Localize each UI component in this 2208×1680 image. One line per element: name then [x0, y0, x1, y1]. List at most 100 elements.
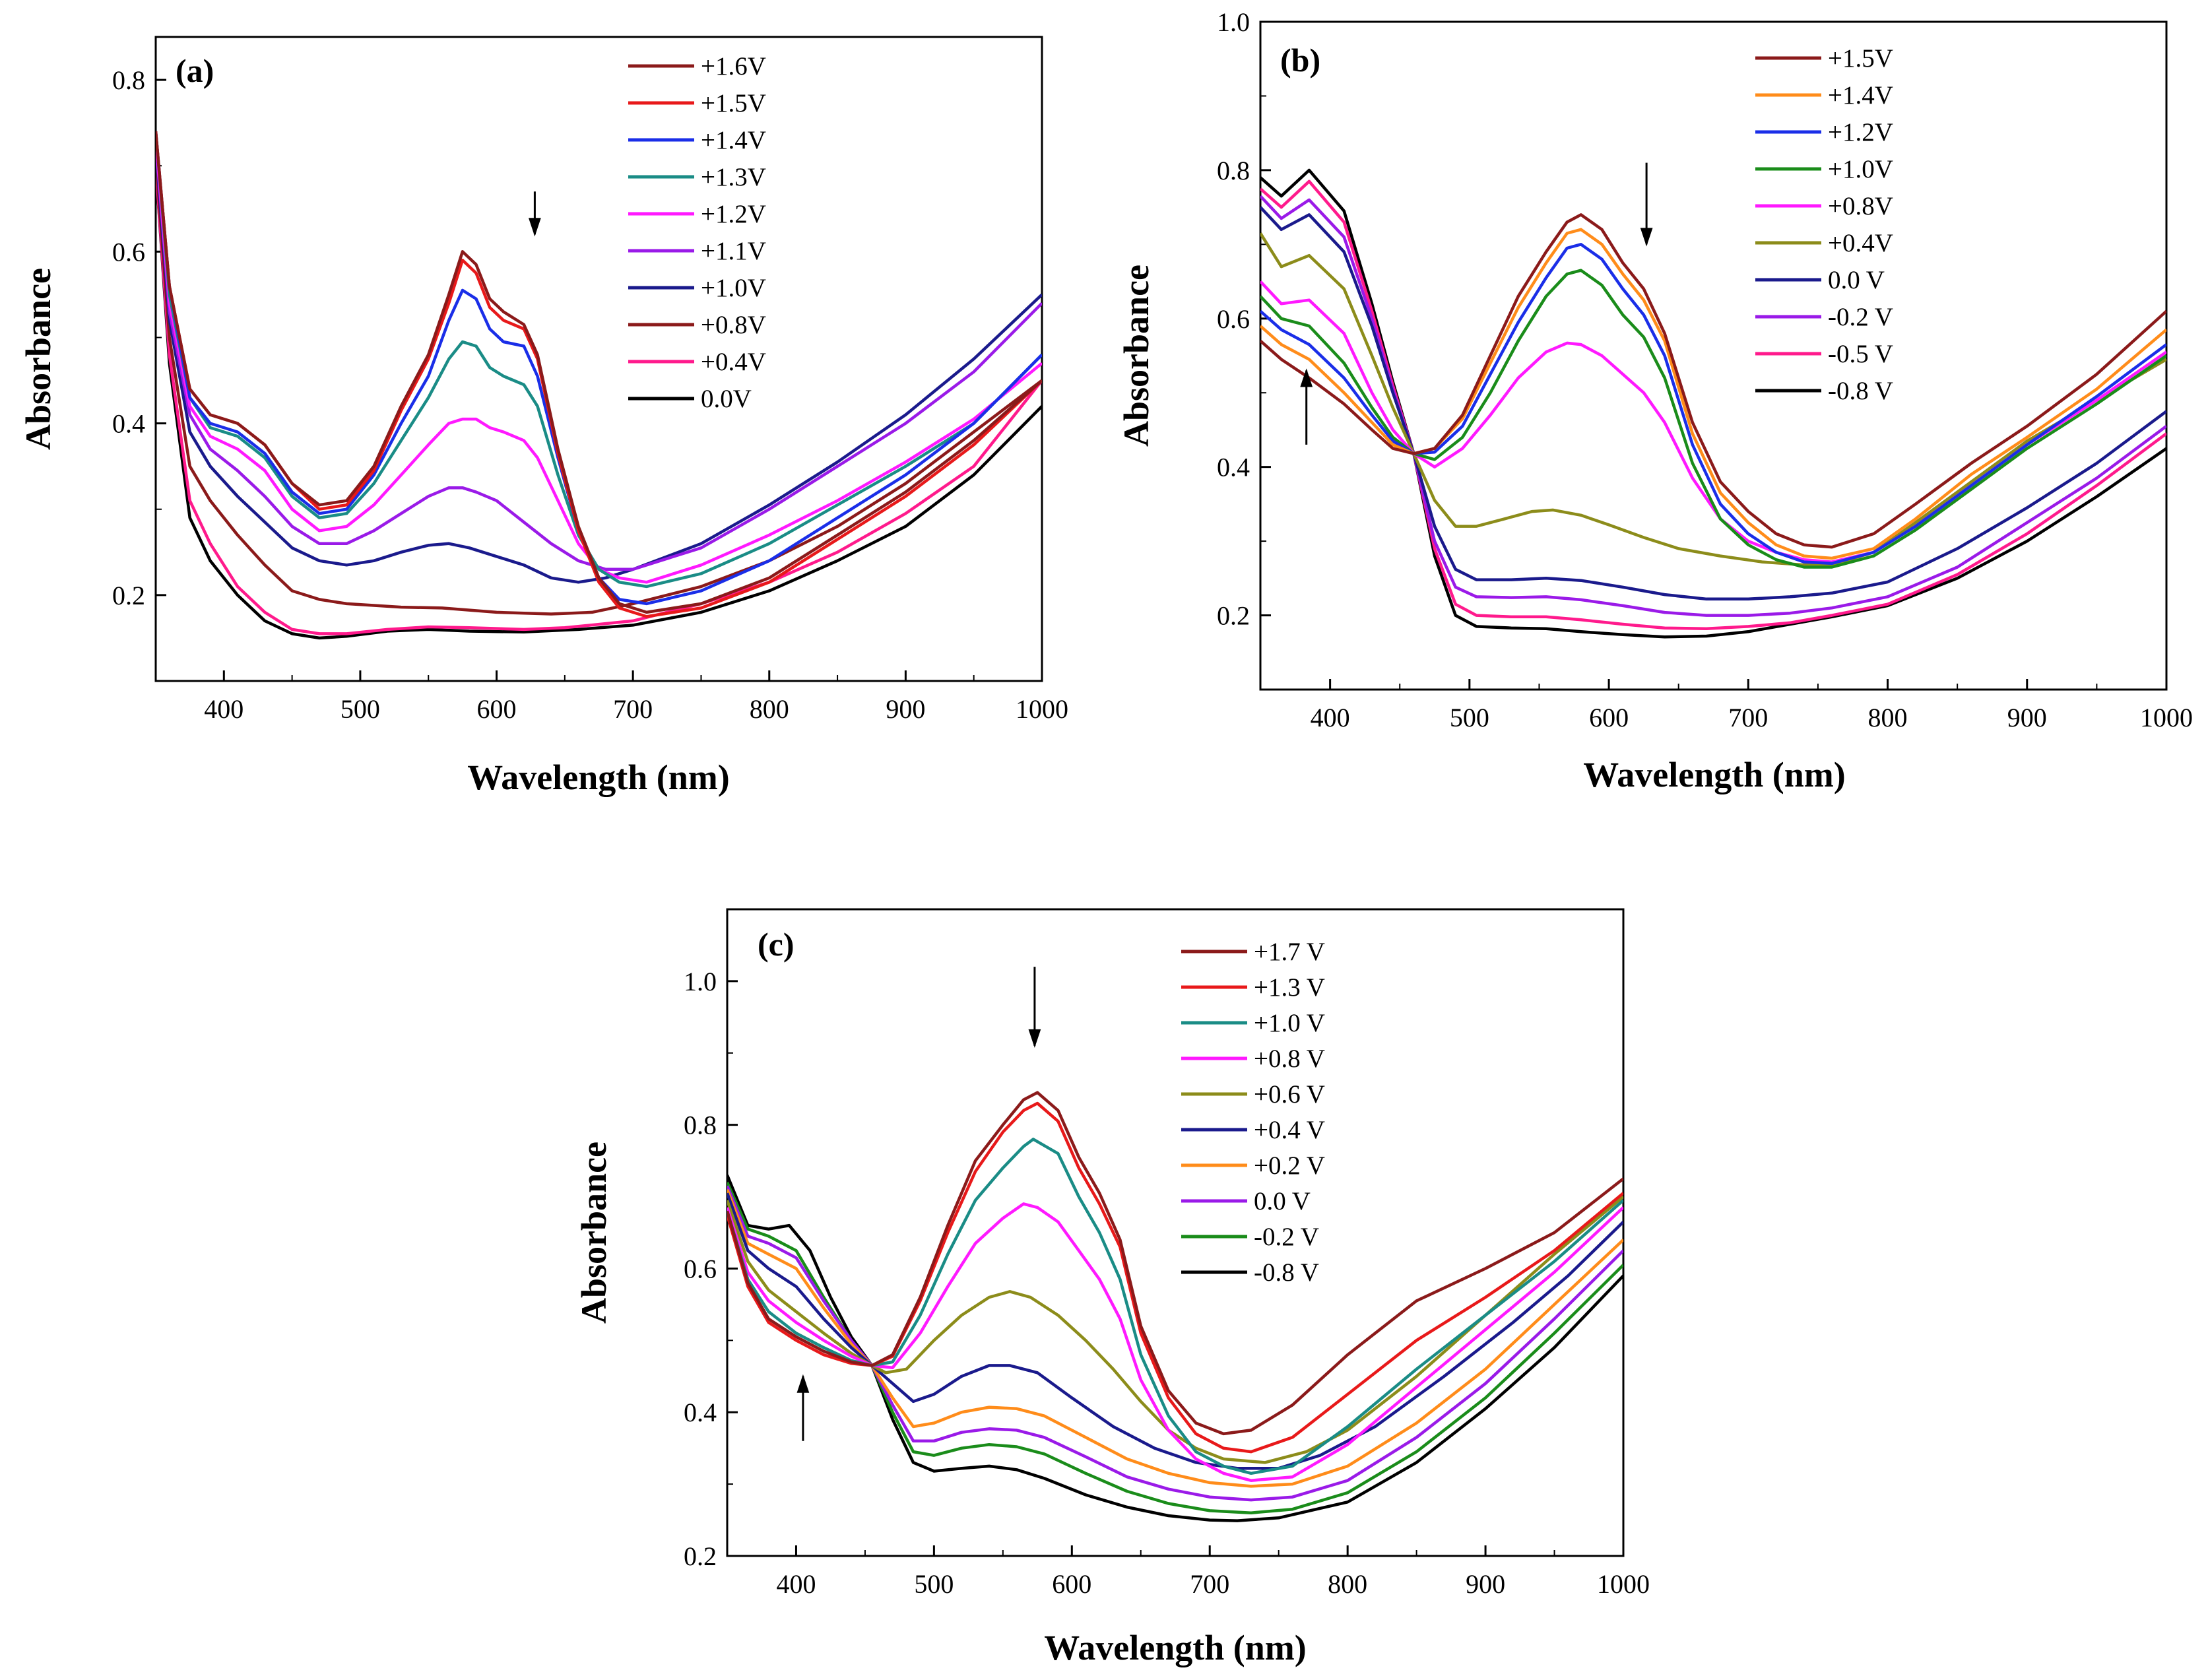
x-tick-label: 600	[1589, 703, 1629, 732]
y-tick-label: 0.8	[112, 65, 145, 95]
x-tick-label: 900	[2007, 703, 2047, 732]
legend-label: +0.8V	[701, 311, 766, 339]
trend-arrow-down-icon	[1640, 228, 1653, 247]
legend-label: +1.0V	[701, 274, 766, 302]
y-tick-label: 1.0	[684, 967, 717, 996]
series-line	[727, 1185, 1623, 1502]
x-tick-label: 800	[1328, 1569, 1367, 1599]
x-tick-label: 800	[1868, 703, 1908, 732]
plot-frame	[154, 36, 1043, 682]
legend-label: 0.0 V	[1828, 266, 1885, 294]
series-line	[156, 157, 1042, 616]
legend-label: +1.5V	[701, 89, 766, 117]
x-tick-label: 500	[1450, 703, 1489, 732]
y-axis-title: Absorbance	[574, 1142, 614, 1324]
y-tick-label: 0.6	[1217, 304, 1250, 334]
x-tick-label: 700	[1728, 703, 1768, 732]
x-tick-label: 1000	[2140, 703, 2193, 732]
y-axis-title: Absorbance	[1117, 265, 1156, 447]
series-group	[727, 1091, 1623, 1522]
legend-label: +1.3V	[701, 163, 766, 191]
series-group	[156, 131, 1042, 640]
y-tick-label: 0.4	[112, 409, 145, 439]
x-tick-label: 400	[204, 694, 244, 724]
series-line	[156, 148, 1042, 584]
x-tick-label: 1000	[1016, 694, 1068, 724]
legend-label: -0.8 V	[1828, 377, 1893, 405]
series-line	[156, 131, 1042, 589]
y-tick-label: 0.2	[1217, 601, 1250, 631]
plot-frame	[726, 908, 1625, 1557]
legend-label: +1.2V	[701, 200, 766, 228]
series-line	[727, 1188, 1623, 1488]
y-tick-label: 0.2	[684, 1541, 717, 1571]
chart-panel-b: 400 500 600 700 800 900 1000 0.2 0.4 0.6 0.8 1.0 Wav…	[1117, 7, 2193, 794]
series-line	[727, 1138, 1623, 1475]
panel-label: (c)	[758, 926, 795, 963]
legend-label: +0.4V	[1828, 229, 1893, 257]
panel-label: (b)	[1280, 42, 1320, 79]
legend-label: -0.2 V	[1254, 1223, 1319, 1251]
series-line	[156, 166, 1042, 640]
legend-label: 0.0V	[701, 385, 752, 413]
x-tick-label: 600	[477, 694, 517, 724]
x-tick-label: 800	[750, 694, 789, 724]
series-line	[1260, 168, 2166, 639]
y-tick-label: 0.4	[1217, 453, 1250, 482]
x-tick-label: 600	[1052, 1569, 1091, 1599]
legend-label: +1.4V	[1828, 81, 1893, 110]
legend-label: +1.3 V	[1254, 973, 1325, 1002]
legend-label: +1.1V	[701, 237, 766, 265]
legend-label: +0.4 V	[1254, 1116, 1325, 1144]
x-axis-title: Wavelength (nm)	[467, 758, 730, 797]
legend-label: +1.4V	[701, 126, 766, 154]
legend-label: -0.2 V	[1828, 303, 1893, 331]
panel-label: (a)	[176, 52, 214, 89]
legend-label: -0.5 V	[1828, 340, 1893, 368]
x-tick-label: 1000	[1597, 1569, 1650, 1599]
y-tick-label: 0.8	[684, 1111, 717, 1140]
x-tick-label: 700	[613, 694, 653, 724]
plot-frame	[1259, 20, 2168, 691]
legend-label: +0.8V	[1828, 192, 1893, 220]
x-tick-label: 700	[1190, 1569, 1229, 1599]
series-line	[156, 131, 1042, 606]
x-tick-label: 500	[341, 694, 380, 724]
series-line	[156, 140, 1042, 571]
legend-label: +0.8 V	[1254, 1045, 1325, 1073]
y-tick-label: 0.6	[684, 1254, 717, 1283]
x-tick-label: 400	[1311, 703, 1350, 732]
series-line	[1260, 228, 2166, 560]
trend-arrow-up-icon	[1300, 368, 1313, 387]
series-line	[1260, 206, 2166, 601]
series-line	[1260, 179, 2166, 631]
y-tick-label: 0.8	[1217, 156, 1250, 185]
y-tick-label: 1.0	[1217, 7, 1250, 37]
legend-label: +1.5V	[1828, 44, 1893, 73]
series-group	[1260, 168, 2166, 639]
x-tick-label: 900	[886, 694, 925, 724]
chart-panel-c: 400 500 600 700 800 900 1000 0.2 0.4 0.6 0.8 1.0 Wav…	[574, 908, 1650, 1667]
legend-label: +0.6 V	[1254, 1080, 1325, 1109]
series-line	[727, 1181, 1623, 1514]
legend-label: +1.0V	[1828, 155, 1893, 183]
legend-label: +1.2V	[1828, 118, 1893, 146]
legend-label: 0.0 V	[1254, 1187, 1311, 1215]
series-line	[1260, 195, 2166, 617]
legend-label: +0.4V	[701, 348, 766, 376]
legend-label: +1.0 V	[1254, 1009, 1325, 1037]
trend-arrow-down-icon	[1028, 1029, 1041, 1049]
series-line	[727, 1101, 1623, 1454]
series-line	[727, 1202, 1623, 1482]
series-line	[156, 131, 1042, 614]
series-line	[1260, 269, 2166, 569]
x-tick-label: 400	[776, 1569, 816, 1599]
series-line	[727, 1091, 1623, 1436]
x-axis-title: Wavelength (nm)	[1583, 755, 1846, 794]
trend-arrow-up-icon	[796, 1374, 810, 1393]
legend-label: +1.7 V	[1254, 938, 1325, 966]
series-line	[1260, 213, 2166, 549]
y-axis-title: Absorbance	[18, 268, 58, 450]
legend-label: +1.6V	[701, 52, 766, 81]
